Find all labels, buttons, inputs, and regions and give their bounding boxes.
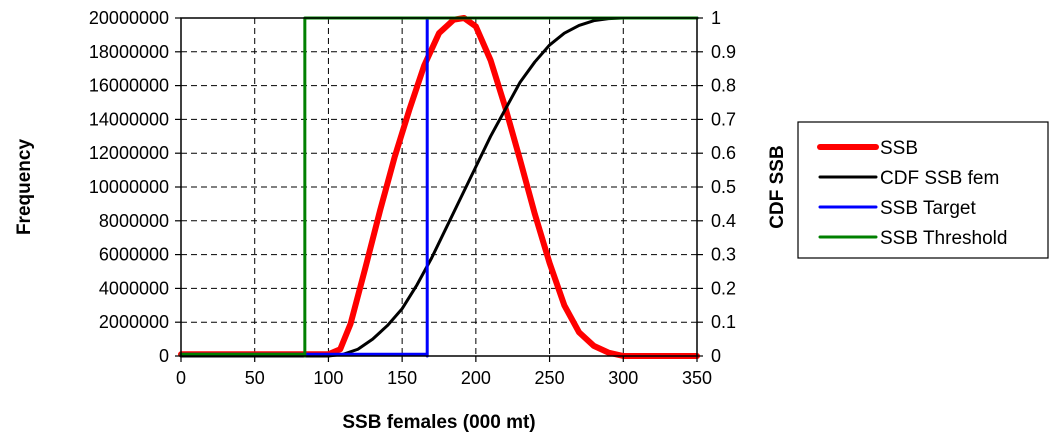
series-line-ssb-target [179, 16, 699, 358]
x-tick-label: 200 [461, 368, 491, 388]
y2-tick-label: 0 [711, 346, 721, 366]
y-tick-label: 6000000 [99, 245, 169, 265]
legend-label: SSB Threshold [880, 228, 1007, 249]
y-tick-label: 20000000 [89, 8, 169, 28]
y-tick-label: 10000000 [89, 177, 169, 197]
y-tick-label: 0 [159, 346, 169, 366]
y-axis-right: 0 0.1 0.2 0.3 0.4 0.5 0.6 0.7 0.8 0.9 1 [697, 8, 736, 366]
series-line-ssb-threshold [179, 16, 699, 358]
y-tick-label: 14000000 [89, 109, 169, 129]
y-tick-label: 4000000 [99, 278, 169, 298]
grid [181, 18, 697, 356]
y2-tick-label: 0.3 [711, 245, 736, 265]
x-tick-label: 250 [535, 368, 565, 388]
y2-tick-label: 0.9 [711, 42, 736, 62]
series-line-ssb [178, 15, 700, 359]
legend-label: SSB Target [880, 198, 976, 219]
y2-tick-label: 0.4 [711, 211, 736, 231]
y-tick-label: 12000000 [89, 143, 169, 163]
plot-series [178, 15, 700, 359]
x-tick-label: 350 [682, 368, 712, 388]
y2-tick-label: 0.2 [711, 278, 736, 298]
x-axis: 0 50 100 150 200 250 300 350 [176, 356, 712, 388]
legend: SSB CDF SSB fem SSB Target SSB Threshold [797, 121, 1049, 259]
x-tick-label: 150 [387, 368, 417, 388]
y-tick-label: 8000000 [99, 211, 169, 231]
y2-tick-label: 0.5 [711, 177, 736, 197]
y2-tick-label: 0.7 [711, 109, 736, 129]
y2-tick-label: 0.8 [711, 76, 736, 96]
y-axis-left: 0 2000000 4000000 6000000 8000000 10000000 120… [89, 8, 181, 366]
y2-tick-label: 1 [711, 8, 721, 28]
x-tick-label: 0 [176, 368, 186, 388]
x-tick-label: 50 [245, 368, 265, 388]
y2-tick-label: 0.1 [711, 312, 736, 332]
legend-label: SSB [880, 138, 918, 159]
y-axis-title: Frequency [14, 139, 35, 236]
series-line-cdf-ssb-fem [179, 16, 699, 358]
x-axis-title: SSB females (000 mt) [342, 412, 535, 433]
x-tick-label: 300 [608, 368, 638, 388]
y-tick-label: 18000000 [89, 42, 169, 62]
x-tick-label: 100 [313, 368, 343, 388]
plot-frame [180, 17, 698, 357]
legend-label: CDF SSB fem [880, 168, 999, 189]
y-tick-label: 16000000 [89, 76, 169, 96]
y2-tick-label: 0.6 [711, 143, 736, 163]
y2-axis-title: CDF SSB [767, 145, 788, 228]
y-tick-label: 2000000 [99, 312, 169, 332]
